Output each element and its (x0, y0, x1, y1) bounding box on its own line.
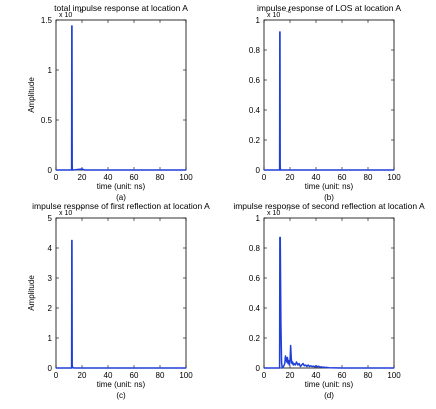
chart-title-a: total impulse response at location A (54, 3, 188, 13)
panel-caption-d: (d) (324, 391, 334, 400)
x-tick-label: 60 (130, 173, 139, 182)
y-tick-label: 0.2 (249, 136, 261, 145)
x-tick-label: 60 (338, 173, 347, 182)
y-tick-label: 0 (256, 364, 261, 373)
y-scale-exponent: -6 (286, 9, 291, 15)
x-tick-label: 20 (286, 371, 295, 380)
chart-title-c: impulse response of first reflection at … (32, 201, 210, 211)
panel-caption-a: (a) (116, 193, 126, 202)
plot-frame-b (263, 19, 395, 171)
x-tick-label: 20 (78, 371, 87, 380)
y-tick-label: 0.5 (41, 116, 53, 125)
y-scale-exponent: -6 (78, 9, 83, 15)
y-tick-label: 0.4 (249, 304, 261, 313)
chart-panel-d: 0 20 40 60 80 100 0 0.2 0.4 0.6 0.8 1 x 10 -7impulse … (233, 201, 425, 400)
impulse-series-line-c (56, 239, 186, 369)
y-axis-label-c: Amplitude (27, 275, 36, 311)
y-tick-label: 1 (48, 334, 53, 343)
panel-caption-c: (c) (116, 391, 126, 400)
x-tick-label: 40 (312, 371, 321, 380)
x-tick-label: 20 (286, 173, 295, 182)
chart-title-d: impulse response of second reflection at… (233, 201, 425, 211)
y-scale-factor: x 10 (267, 210, 280, 217)
y-tick-label: 0 (256, 166, 261, 175)
x-tick-label: 100 (387, 371, 401, 380)
y-tick-label: 1 (48, 66, 53, 75)
panel-caption-b: (b) (324, 193, 334, 202)
chart-title-b: impulse response of LOS at location A (257, 3, 401, 13)
x-tick-label: 100 (179, 173, 193, 182)
y-tick-label: 0.6 (249, 76, 261, 85)
y-tick-label: 0.8 (249, 244, 261, 253)
x-tick-label: 60 (338, 371, 347, 380)
y-tick-label: 4 (48, 244, 53, 253)
y-scale-factor: x 10 (59, 210, 72, 217)
y-tick-label: 2 (48, 304, 53, 313)
x-tick-label: 20 (78, 173, 87, 182)
x-axis-label-b: time (unit: ns) (305, 182, 354, 191)
plot-frame-d (263, 217, 395, 369)
y-tick-label: 1 (256, 214, 261, 223)
y-tick-label: 0.2 (249, 334, 261, 343)
impulse-series-line-d (264, 236, 394, 369)
y-scale-exponent: -7 (286, 207, 291, 213)
y-scale-factor: x 10 (59, 12, 72, 19)
y-tick-label: 5 (48, 214, 53, 223)
impulse-series-line-a (56, 25, 186, 171)
y-tick-label: 1.5 (41, 16, 53, 25)
x-tick-label: 0 (262, 371, 267, 380)
x-tick-label: 60 (130, 371, 139, 380)
y-tick-label: 0 (48, 166, 53, 175)
y-tick-label: 0.8 (249, 46, 261, 55)
x-tick-label: 0 (54, 371, 59, 380)
impulse-series-line-b (264, 31, 394, 171)
x-tick-label: 80 (364, 173, 373, 182)
x-tick-label: 40 (104, 173, 113, 182)
y-tick-label: 0 (48, 364, 53, 373)
y-scale-exponent: -7 (78, 207, 83, 213)
x-tick-label: 80 (364, 371, 373, 380)
y-tick-label: 1 (256, 16, 261, 25)
x-axis-label-c: time (unit: ns) (97, 380, 146, 389)
x-tick-label: 40 (312, 173, 321, 182)
x-tick-label: 80 (156, 173, 165, 182)
y-tick-label: 0.4 (249, 106, 261, 115)
y-axis-label-a: Amplitude (27, 77, 36, 113)
y-tick-label: 0.6 (249, 274, 261, 283)
y-scale-factor: x 10 (267, 12, 280, 19)
x-tick-label: 40 (104, 371, 113, 380)
x-tick-label: 80 (156, 371, 165, 380)
y-tick-label: 3 (48, 274, 53, 283)
x-tick-label: 100 (387, 173, 401, 182)
x-tick-label: 0 (262, 173, 267, 182)
plot-frame-c (55, 217, 187, 369)
chart-panel-b: 0 20 40 60 80 100 0 0.2 0.4 0.6 0.8 1 x 10 -6impulse … (249, 3, 402, 202)
x-tick-label: 0 (54, 173, 59, 182)
x-axis-label-d: time (unit: ns) (305, 380, 354, 389)
x-tick-label: 100 (179, 371, 193, 380)
x-axis-label-a: time (unit: ns) (97, 182, 146, 191)
plot-frame-a (55, 19, 187, 171)
